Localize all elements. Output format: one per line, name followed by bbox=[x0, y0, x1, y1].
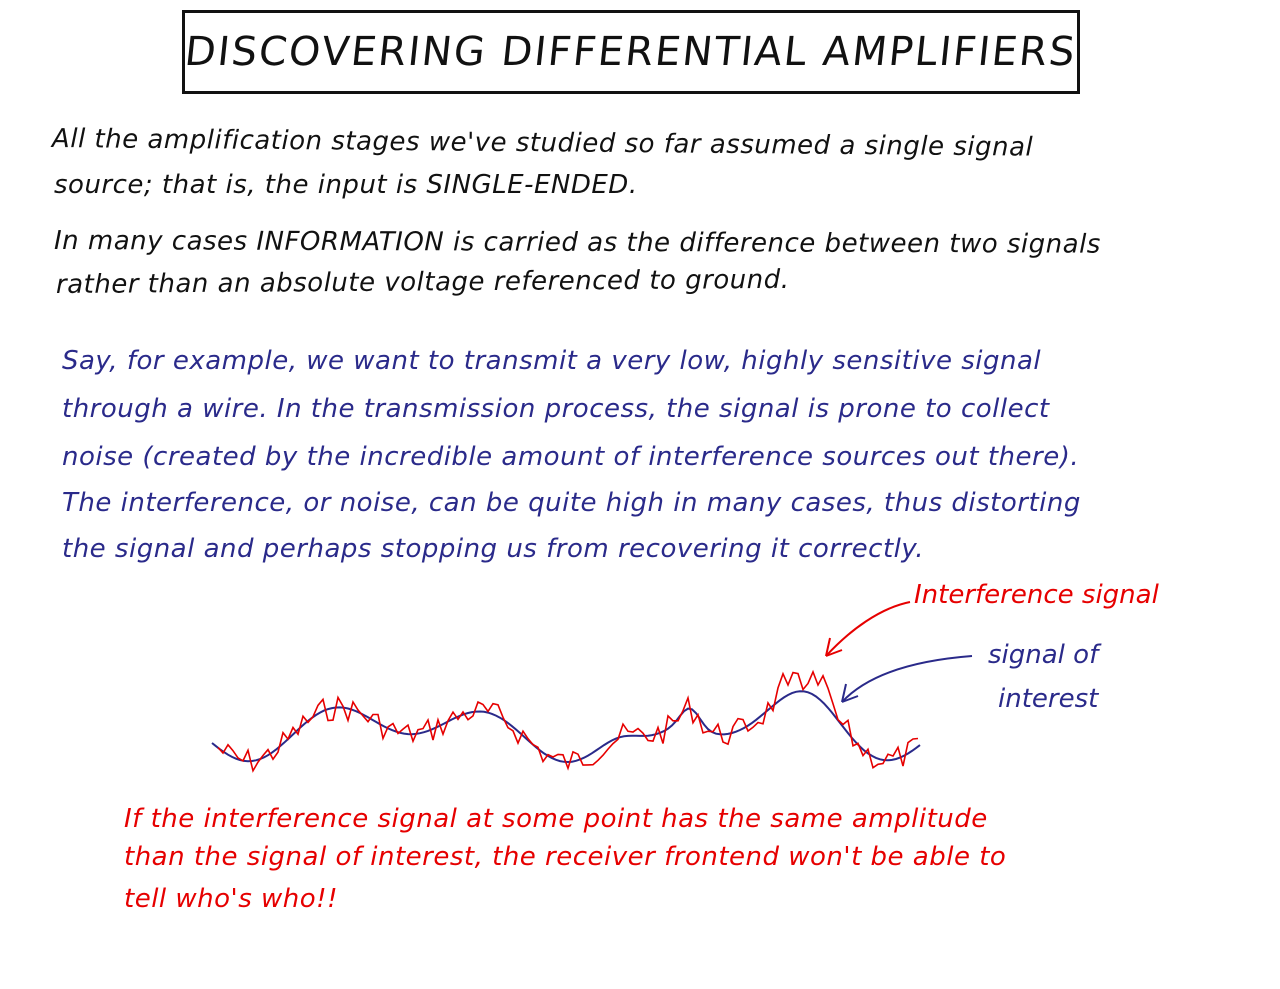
example-line-4: The interference, or noise, can be quite… bbox=[62, 488, 1081, 518]
interference-signal-label: Interference signal bbox=[914, 580, 1159, 610]
intro-line-2: source; that is, the input is SINGLE-END… bbox=[54, 170, 638, 200]
example-line-3: noise (created by the incredible amount … bbox=[62, 442, 1080, 472]
interference-arrow bbox=[825, 601, 911, 657]
signal-of-interest-wave bbox=[211, 690, 921, 764]
page-title: DISCOVERING DIFFERENTIAL AMPLIFIERS bbox=[182, 29, 1080, 75]
interest-arrow bbox=[841, 655, 973, 703]
intro-line-1: All the amplification stages we've studi… bbox=[51, 124, 1034, 163]
conclusion-line-3: tell who's who!! bbox=[124, 884, 339, 914]
signal-of-interest-label-1: signal of bbox=[988, 640, 1099, 670]
intro-line-4: rather than an absolute voltage referenc… bbox=[55, 264, 790, 300]
example-line-2: through a wire. In the transmission proc… bbox=[62, 394, 1050, 424]
title-box: DISCOVERING DIFFERENTIAL AMPLIFIERS bbox=[182, 10, 1080, 94]
signal-of-interest-label-2: interest bbox=[998, 684, 1099, 714]
conclusion-line-2: than the signal of interest, the receive… bbox=[124, 842, 1007, 872]
interference-signal-wave bbox=[217, 669, 919, 773]
intro-line-3: In many cases INFORMATION is carried as … bbox=[53, 226, 1101, 260]
example-line-1: Say, for example, we want to transmit a … bbox=[62, 346, 1042, 376]
interference-arrowhead bbox=[825, 637, 843, 657]
interest-arrowhead bbox=[841, 683, 859, 703]
example-line-5: the signal and perhaps stopping us from … bbox=[62, 534, 924, 564]
conclusion-line-1: If the interference signal at some point… bbox=[124, 804, 988, 834]
